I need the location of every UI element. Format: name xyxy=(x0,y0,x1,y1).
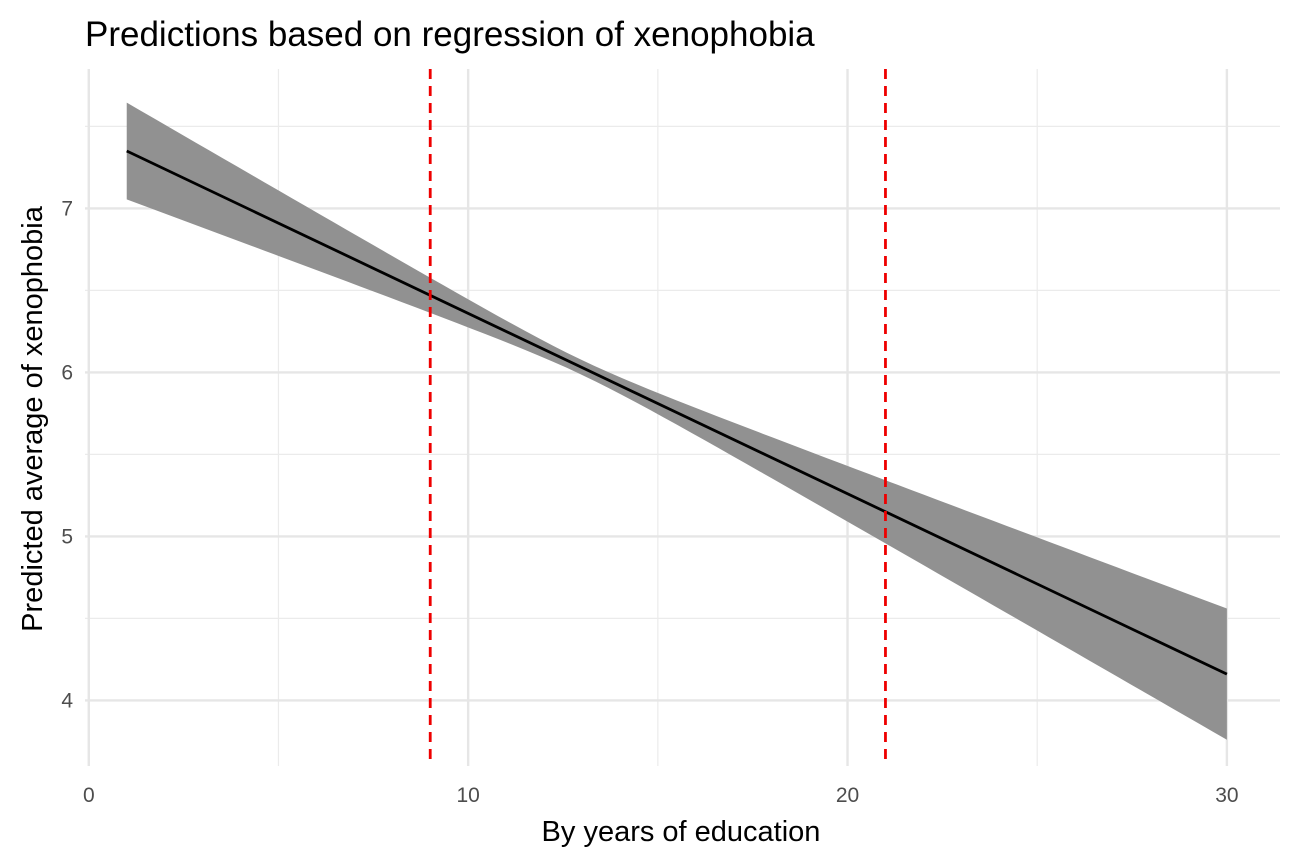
regression-line xyxy=(126,149,1228,676)
y-tick-label: 4 xyxy=(61,689,73,712)
y-axis-title: Predicted average of xenophobia xyxy=(17,205,49,632)
reference-lines-layer xyxy=(428,69,887,766)
confidence-band-layer xyxy=(126,102,1227,740)
y-tick-label: 5 xyxy=(61,525,73,548)
regression-line-layer xyxy=(126,149,1228,676)
x-axis-title: By years of education xyxy=(542,816,821,848)
confidence-band xyxy=(126,102,1227,740)
y-tick-label: 6 xyxy=(61,361,73,384)
y-axis-tick-labels: 4 5 6 7 xyxy=(61,197,73,712)
x-tick-label: 0 xyxy=(83,784,95,807)
x-tick-label: 10 xyxy=(456,784,479,807)
chart-title: Predictions based on regression of xenop… xyxy=(85,15,815,54)
x-axis-tick-labels: 0 10 20 30 xyxy=(83,784,1239,807)
x-tick-label: 30 xyxy=(1215,784,1238,807)
x-tick-label: 20 xyxy=(836,784,859,807)
y-tick-label: 7 xyxy=(61,197,73,220)
grid xyxy=(85,69,1280,766)
